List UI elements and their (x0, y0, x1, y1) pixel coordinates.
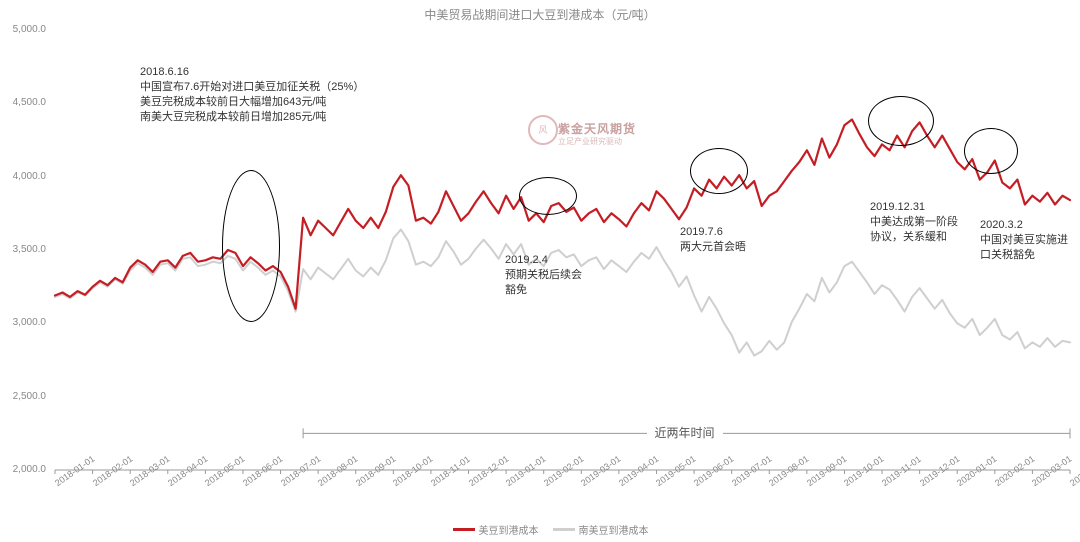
legend-label: 美豆到港成本 (479, 522, 539, 537)
legend-swatch (553, 528, 575, 531)
annotation-text: 2019.7.6两大元首会晤 (680, 225, 746, 255)
span-marker-label: 近两年时间 (647, 424, 723, 441)
y-tick-label: 2,500.0 (6, 391, 46, 402)
y-tick-label: 4,000.0 (6, 171, 46, 182)
legend-swatch (453, 528, 475, 531)
legend-item: 南美豆到港成本 (553, 522, 649, 537)
annotation-circle (222, 170, 280, 322)
y-tick-label: 3,000.0 (6, 317, 46, 328)
annotation-circle (690, 148, 748, 194)
legend-label: 南美豆到港成本 (579, 522, 649, 537)
legend: 美豆到港成本 南美豆到港成本 (453, 522, 649, 537)
y-tick-label: 3,500.0 (6, 244, 46, 255)
annotation-circle (868, 96, 934, 146)
y-tick-label: 2,000.0 (6, 464, 46, 475)
y-tick-label: 4,500.0 (6, 97, 46, 108)
annotation-text: 2019.2.4预期关税后续会豁免 (505, 253, 582, 298)
annotation-circle (519, 177, 577, 215)
annotation-circle (964, 128, 1018, 174)
annotation-text: 2020.3.2中国对美豆实施进口关税豁免 (980, 218, 1068, 263)
annotation-text: 2019.12.31中美达成第一阶段协议，关系缓和 (870, 200, 958, 245)
legend-item: 美豆到港成本 (453, 522, 539, 537)
chart-container: 中美贸易战期间进口大豆到港成本（元/吨） 风 紫金天风期货 立足产业研究驱动 2… (0, 0, 1080, 542)
annotation-text: 2018.6.16中国宣布7.6开始对进口美豆加征关税（25%）美豆完税成本较前… (140, 65, 364, 124)
y-tick-label: 5,000.0 (6, 24, 46, 35)
